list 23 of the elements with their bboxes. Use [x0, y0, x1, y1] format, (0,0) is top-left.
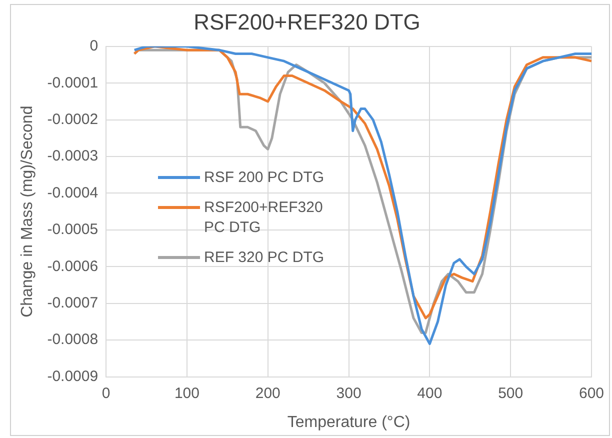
- y-tick-label: -0.0007: [47, 294, 98, 312]
- x-tick-label: 400: [417, 384, 442, 402]
- y-tick-label: -0.0001: [47, 74, 98, 92]
- y-axis-title: Change in Mass (mg)/Second: [19, 106, 36, 318]
- y-tick-label: -0.0006: [47, 258, 98, 275]
- x-tick-label: 0: [102, 384, 110, 402]
- x-tick-label: 500: [498, 384, 524, 402]
- legend-label: RSF 200 PC DTG: [204, 168, 326, 188]
- x-tick-label: 200: [255, 384, 280, 402]
- y-tick-label: -0.0009: [47, 368, 98, 385]
- x-axis-title: Temperature (°C): [287, 414, 410, 431]
- y-tick-label: 0: [90, 38, 98, 55]
- x-tick-label: 300: [336, 384, 362, 402]
- chart-title: RSF200+REF320 DTG: [194, 9, 420, 34]
- y-tick-label: -0.0002: [47, 110, 98, 128]
- legend-label: REF 320 PC DTG: [204, 248, 326, 268]
- y-tick-label: -0.0004: [47, 184, 98, 202]
- y-tick-label: -0.0003: [47, 148, 98, 165]
- x-tick-label: 600: [578, 384, 604, 402]
- y-tick-label: -0.0005: [47, 221, 98, 238]
- y-tick-label: -0.0008: [47, 331, 98, 348]
- legend-label: RSF200+REF320 PC DTG: [204, 198, 324, 238]
- x-tick-label: 100: [174, 384, 200, 402]
